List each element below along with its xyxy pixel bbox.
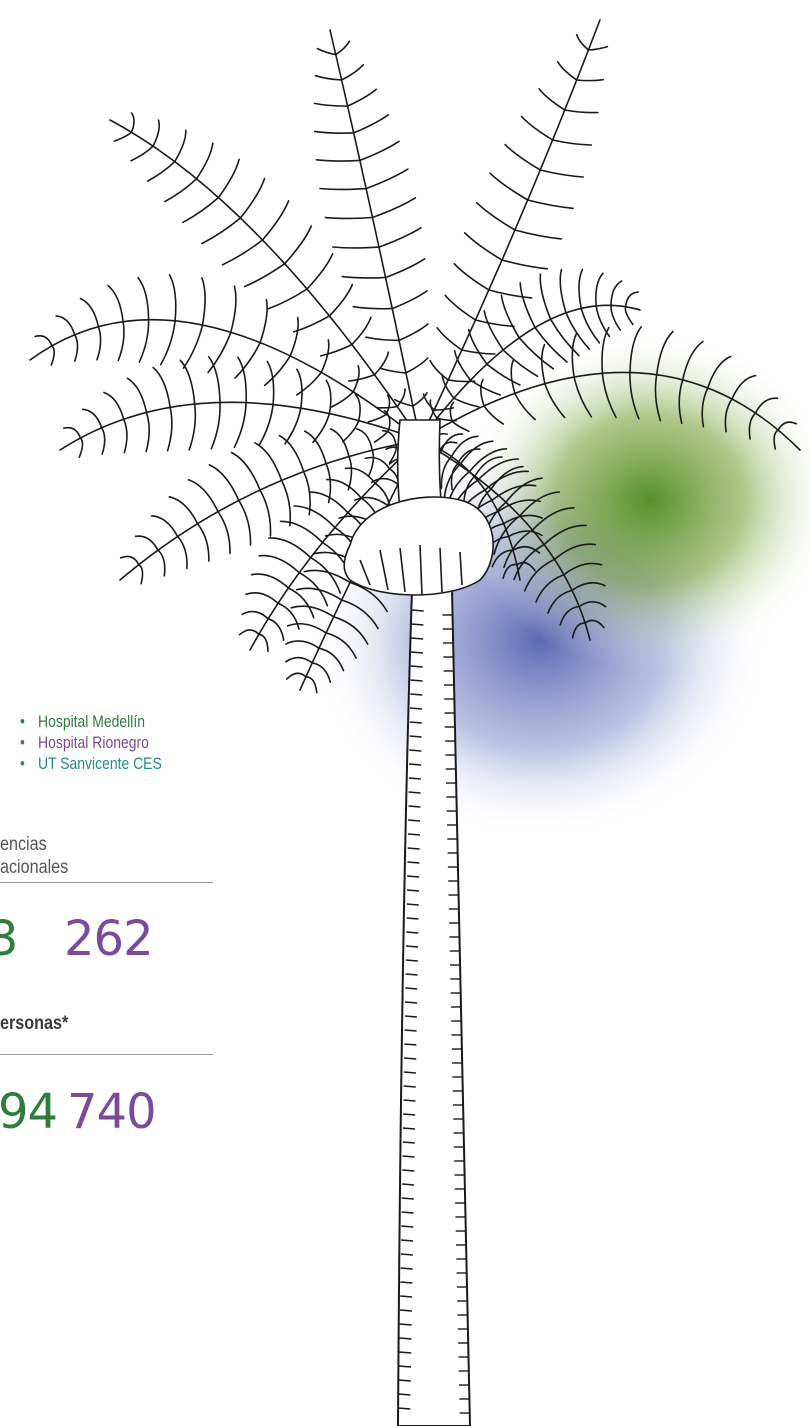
trunk-ring [399, 1337, 412, 1340]
palm-frond [419, 19, 609, 441]
block1-label-line2: acionales [0, 857, 69, 878]
trunk-ring [401, 1197, 414, 1200]
palm-frond [119, 428, 421, 585]
trunk-ring [411, 623, 424, 626]
trunk-ring [410, 693, 423, 696]
trunk-ring [400, 1295, 413, 1298]
trunk-ring [408, 805, 421, 808]
trunk-ring [405, 945, 419, 948]
trunk-ring [407, 847, 420, 850]
palm-trunk [396, 589, 472, 1426]
block1-label-line1: encias [0, 834, 47, 855]
trunk-ring [400, 1267, 413, 1270]
trunk-ring [411, 609, 424, 612]
trunk-ring [405, 959, 418, 962]
trunk-ring [406, 903, 419, 906]
block2-value-rionegro: 740 [67, 1084, 157, 1140]
trunk-ring [402, 1141, 415, 1144]
trunk-ring [404, 1029, 417, 1032]
trunk-ring [411, 637, 424, 640]
palm-frond [419, 268, 641, 441]
palm-frond [313, 29, 429, 441]
trunk-ring [407, 833, 420, 836]
trunk-ring [405, 973, 418, 976]
trunk-ring [408, 791, 421, 794]
legend-item-ut-sanvicente-ces: • UT Sanvicente CES [20, 753, 162, 774]
trunk-ring [402, 1127, 416, 1130]
trunk-ring [400, 1281, 413, 1284]
trunk-ring [410, 651, 424, 654]
trunk-ring [410, 679, 423, 682]
trunk-ring [400, 1253, 413, 1256]
palm-frond [29, 274, 421, 441]
trunk-ring [405, 987, 418, 990]
legend-bullet: • [20, 733, 25, 752]
trunk-ring [398, 1407, 411, 1410]
trunk-ring [409, 763, 422, 766]
legend-bullet: • [20, 754, 25, 773]
block1-divider [0, 882, 213, 883]
trunk-ring [404, 1057, 417, 1060]
trunk-ring [407, 861, 420, 864]
trunk-ring [401, 1225, 414, 1228]
trunk-ring [398, 1393, 411, 1396]
trunk-ring [404, 1043, 417, 1046]
trunk-ring [401, 1211, 414, 1214]
trunk-ring [402, 1183, 415, 1186]
trunk-ring [399, 1309, 412, 1312]
trunk-ring [403, 1085, 416, 1088]
legend-label: UT Sanvicente CES [38, 754, 162, 773]
trunk-ring [407, 875, 420, 878]
palm-frond [419, 326, 801, 451]
legend-label: Hospital Rionegro [38, 733, 149, 752]
trunk-ring [404, 1015, 417, 1018]
trunk-ring [399, 1323, 412, 1326]
trunk-ring [403, 1099, 416, 1102]
trunk-ring [409, 707, 423, 710]
trunk-ring [398, 1365, 412, 1368]
legend-bullet: • [20, 712, 25, 731]
trunk-ring [408, 777, 421, 780]
block2-label: ersonas* [0, 1013, 69, 1034]
legend-item-hospital-rionegro: • Hospital Rionegro [20, 732, 162, 753]
palm-frond [109, 112, 421, 441]
trunk-ring [406, 917, 419, 920]
block1-value-rionegro: 262 [64, 911, 154, 967]
legend: • Hospital Medellín • Hospital Rionegro • U… [20, 711, 162, 774]
trunk-ring [409, 735, 422, 738]
trunk-ring [409, 721, 422, 724]
palm-crown [343, 419, 494, 596]
legend-item-hospital-medellin: • Hospital Medellín [20, 711, 162, 732]
trunk-ring [406, 889, 420, 892]
trunk-ring [402, 1169, 415, 1172]
trunk-ring [408, 819, 421, 822]
trunk-ring [403, 1071, 416, 1074]
block1-value-medellin: 3 [0, 911, 19, 967]
block2-divider [0, 1054, 213, 1055]
palm-frond [59, 356, 421, 458]
trunk-ring [403, 1113, 416, 1116]
legend-label: Hospital Medellín [38, 712, 145, 731]
trunk-ring [399, 1351, 412, 1354]
trunk-ring [401, 1239, 414, 1242]
block2-value-medellin: 94 [0, 1084, 58, 1140]
trunk-ring [402, 1155, 415, 1158]
trunk-ring [410, 665, 423, 668]
trunk-ring [405, 1001, 418, 1004]
trunk-ring [398, 1379, 411, 1382]
trunk-ring [406, 931, 419, 934]
trunk-ring [409, 749, 422, 752]
